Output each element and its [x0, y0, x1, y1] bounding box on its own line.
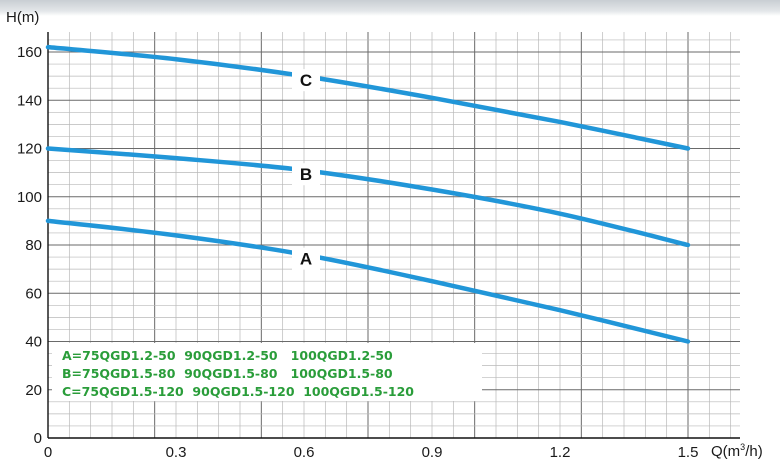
legend: A=75QGD1.2-50 90QGD1.2-50 100QGD1.2-50 B…: [52, 343, 482, 401]
y-tick-label: 160: [17, 44, 42, 61]
x-tick-label: 0: [44, 444, 52, 461]
x-tick-label: 1.5: [678, 444, 699, 461]
x-axis-title: Q(m3/h): [711, 442, 763, 460]
y-tick-label: 80: [25, 237, 42, 254]
x-axis-title-superscript: 3: [740, 442, 745, 452]
series-line-b: [45, 146, 691, 248]
x-tick-label: 0.9: [422, 444, 443, 461]
x-axis-title-main: Q(m: [711, 443, 740, 460]
tick-labels: 0 0.3 0.6 0.9 1.2 1.5 0 20 40 60 80 100 120 140 160: [17, 44, 698, 461]
series-line-c: [45, 44, 691, 151]
y-tick-label: 120: [17, 141, 42, 158]
curve-label-background: [292, 163, 320, 186]
legend-background: [52, 343, 482, 401]
curve-label-b: B: [300, 165, 312, 184]
x-axis-title-tail: /h): [745, 443, 763, 460]
legend-entry-c: C=75QGD1.5-120 90QGD1.5-120 100QGD1.5-12…: [62, 384, 414, 399]
y-axis-title: H(m): [6, 9, 39, 26]
x-tick-label: 1.2: [550, 444, 571, 461]
y-tick-label: 20: [25, 382, 42, 399]
y-tick-label: 100: [17, 189, 42, 206]
series-lines: [45, 44, 691, 344]
y-tick-label: 60: [25, 285, 42, 302]
legend-entry-b: B=75QGD1.5-80 90QGD1.5-80 100QGD1.5-80: [62, 366, 393, 381]
y-tick-label: 140: [17, 92, 42, 109]
x-tick-label: 0.3: [166, 444, 187, 461]
curve-label-c: C: [300, 71, 312, 90]
axes: [47, 32, 740, 439]
curve-label-a: A: [300, 250, 312, 269]
series-line-a: [45, 218, 691, 344]
y-tick-label: 0: [34, 430, 42, 447]
x-tick-label: 0.6: [294, 444, 315, 461]
curve-label-background: [292, 69, 320, 92]
top-gradient-band: [0, 0, 780, 16]
legend-entry-a: A=75QGD1.2-50 90QGD1.2-50 100QGD1.2-50: [62, 348, 393, 363]
curve-labels: A B C: [292, 69, 320, 270]
curve-label-background: [292, 247, 320, 270]
y-tick-label: 40: [25, 334, 42, 351]
